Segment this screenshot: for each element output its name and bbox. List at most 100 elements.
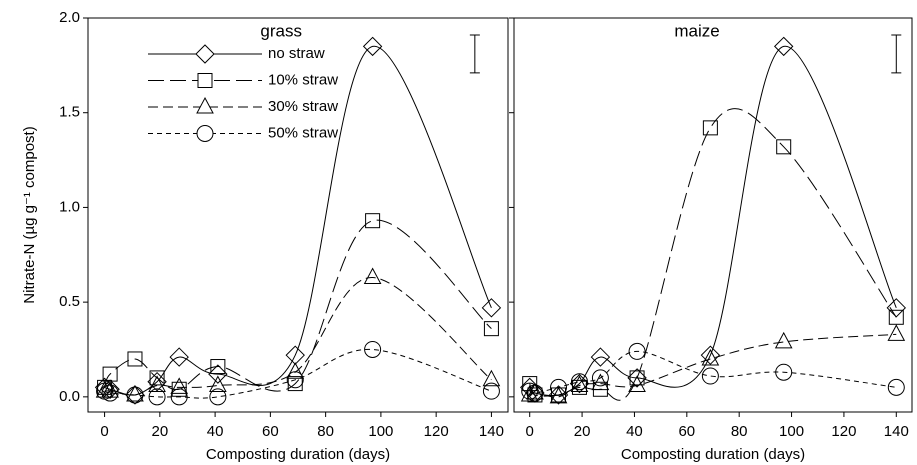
data-point <box>126 386 144 404</box>
data-point <box>148 388 166 406</box>
data-point <box>286 362 305 379</box>
legend-marker <box>195 44 215 64</box>
legend-label: 50% straw <box>268 124 338 141</box>
data-point <box>208 364 228 384</box>
data-point <box>702 120 718 136</box>
data-point <box>125 385 145 405</box>
x-tick-label: 60 <box>678 423 695 440</box>
x-tick-label: 60 <box>262 423 279 440</box>
data-point <box>482 382 500 400</box>
x-tick-label: 120 <box>424 423 449 440</box>
data-point <box>209 388 227 406</box>
data-point <box>774 331 793 349</box>
data-point <box>571 379 587 395</box>
data-point <box>527 387 543 403</box>
plot-frame <box>87 17 509 413</box>
data-point <box>127 351 143 367</box>
data-point <box>591 373 610 391</box>
series-line <box>529 45 897 396</box>
x-tick-label: 140 <box>884 423 909 440</box>
data-point <box>591 369 609 387</box>
data-point <box>210 359 226 375</box>
data-point <box>628 375 646 392</box>
y-tick-label: 2.0 <box>59 9 80 26</box>
x-tick-label: 80 <box>317 423 334 440</box>
y-tick-label: 0.0 <box>59 388 80 405</box>
error-bar <box>469 34 480 74</box>
data-point <box>520 384 539 402</box>
x-tick-label: 40 <box>626 423 643 440</box>
data-point <box>701 348 720 366</box>
data-point <box>570 373 588 391</box>
data-point <box>526 384 544 402</box>
data-point <box>549 386 568 404</box>
data-point <box>126 384 144 402</box>
data-point <box>886 298 906 318</box>
data-point <box>482 369 501 387</box>
data-point <box>522 376 538 392</box>
legend-marker <box>197 73 213 88</box>
data-point <box>171 381 187 397</box>
data-point <box>483 321 499 337</box>
data-point <box>590 347 611 367</box>
x-tick-label: 120 <box>831 423 856 440</box>
data-point <box>627 368 647 388</box>
plot-frame <box>513 17 913 413</box>
data-point <box>169 347 189 367</box>
panel-title: grass <box>260 21 302 40</box>
data-point <box>887 324 906 341</box>
series-line <box>104 348 492 399</box>
data-point <box>363 267 382 285</box>
x-tick-label: 20 <box>574 423 591 440</box>
error-bar <box>891 34 902 74</box>
data-point <box>147 371 167 392</box>
data-point <box>550 378 568 396</box>
data-point <box>773 36 794 57</box>
legend-label: 10% straw <box>268 71 338 88</box>
data-point <box>888 309 904 325</box>
x-axis-label: Composting duration (days) <box>206 446 390 463</box>
data-point <box>526 382 544 400</box>
data-point <box>94 377 115 398</box>
data-point <box>285 345 305 365</box>
data-point <box>170 377 189 394</box>
x-tick-label: 0 <box>526 423 534 440</box>
data-point <box>887 378 905 396</box>
data-point <box>102 366 118 382</box>
panel-title: maize <box>674 21 719 40</box>
legend-marker <box>196 96 214 114</box>
legend-label: 30% straw <box>268 98 338 115</box>
data-point <box>286 371 304 389</box>
x-axis-label: Composting duration (days) <box>621 446 805 463</box>
x-tick-label: 140 <box>479 423 504 440</box>
data-point <box>362 36 383 57</box>
legend-label: no straw <box>268 45 325 62</box>
x-tick-label: 40 <box>207 423 224 440</box>
data-point <box>100 379 120 399</box>
data-point <box>481 298 502 318</box>
series-line <box>104 219 492 392</box>
x-tick-label: 80 <box>731 423 748 440</box>
x-tick-label: 100 <box>779 423 804 440</box>
x-tick-label: 100 <box>368 423 393 440</box>
data-point <box>149 370 165 386</box>
data-point <box>148 375 166 392</box>
data-point <box>570 375 589 392</box>
data-point <box>701 367 719 385</box>
y-axis-label: Nitrate-N (µg g⁻¹ compost) <box>21 126 38 303</box>
data-point <box>700 345 721 365</box>
data-point <box>776 139 792 155</box>
x-tick-label: 0 <box>100 423 108 440</box>
data-point <box>364 340 382 358</box>
data-point <box>170 388 188 406</box>
y-tick-label: 1.0 <box>59 198 80 215</box>
data-point <box>629 370 645 386</box>
data-point <box>628 342 646 360</box>
data-point <box>365 213 381 229</box>
data-point <box>775 363 793 381</box>
y-tick-label: 0.5 <box>59 293 80 310</box>
x-tick-label: 20 <box>151 423 168 440</box>
data-point <box>101 384 119 402</box>
data-point <box>209 375 227 392</box>
